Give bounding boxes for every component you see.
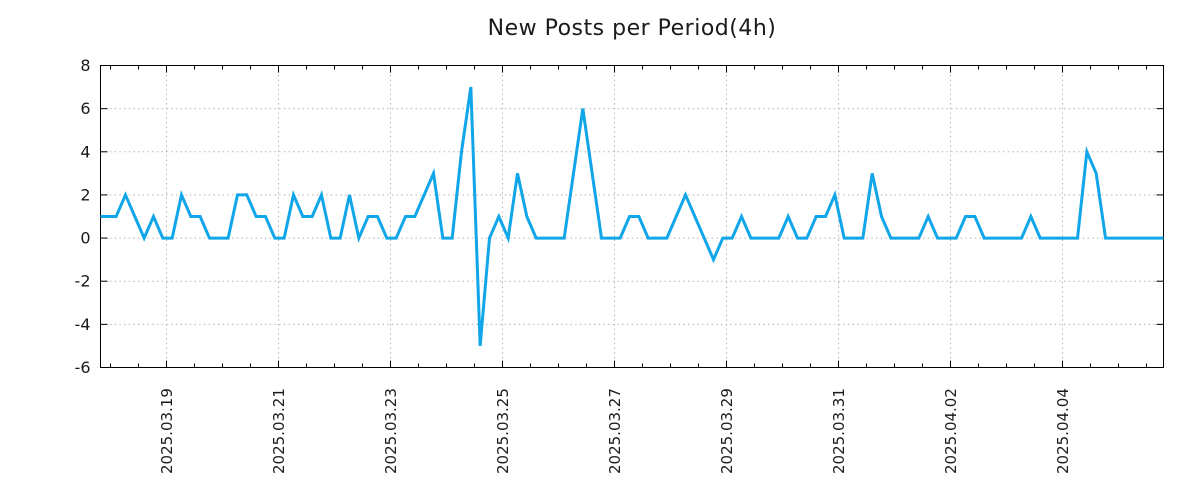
x-tick-label: 2025.04.04 — [1054, 388, 1072, 474]
x-tick-label: 2025.03.27 — [606, 388, 624, 474]
chart-title: New Posts per Period(4h) — [487, 16, 777, 41]
y-tick-label: 4 — [80, 142, 90, 161]
x-tick-label: 2025.03.31 — [830, 388, 848, 474]
x-tick-label: 2025.03.29 — [718, 388, 736, 474]
y-tick-label: 0 — [80, 229, 90, 248]
x-tick-label: 2025.03.21 — [270, 388, 288, 474]
y-tick-label: 8 — [80, 56, 90, 75]
x-tick-label: 2025.04.02 — [942, 388, 960, 474]
y-tick-label: 6 — [80, 99, 90, 118]
y-tick-label: -4 — [75, 315, 91, 334]
x-tick-label: 2025.03.23 — [382, 388, 400, 474]
x-axis-labels: 2025.03.19 2025.03.21 2025.03.23 2025.03.25… — [158, 388, 1072, 474]
y-axis-labels: 8 6 4 2 0 -2 -4 -6 — [75, 56, 91, 377]
x-tick-label: 2025.03.19 — [158, 388, 176, 474]
gridlines — [100, 65, 1164, 368]
y-tick-label: 2 — [80, 185, 90, 204]
series-line-new-posts — [100, 86, 1164, 347]
y-tick-label: -2 — [75, 272, 91, 291]
x-tick-label: 2025.03.25 — [494, 388, 512, 474]
y-tick-label: -6 — [75, 358, 91, 377]
